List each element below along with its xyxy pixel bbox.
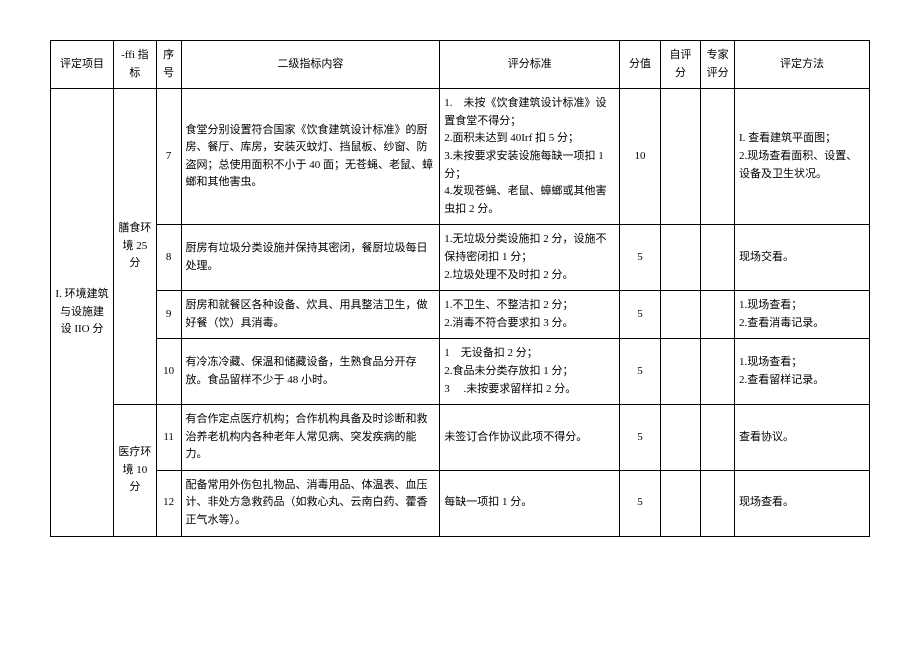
fangfa-cell: 现场查看。 <box>735 470 870 536</box>
neirong-cell: 食堂分别设置符合国家《饮食建筑设计标准》的厨房、餐厅、库房，安装灭蚊灯、挡鼠板、… <box>181 89 440 225</box>
th-fangfa: 评定方法 <box>735 41 870 89</box>
th-fenzhi: 分值 <box>620 41 661 89</box>
header-row: 评定项目 -ffi 指标 序号 二级指标内容 评分标准 分值 自评分 专家评分 … <box>51 41 870 89</box>
table-row: I. 环境建筑与设施建设 IIO 分 膳食环境 25 分 7 食堂分别设置符合国… <box>51 89 870 225</box>
th-zhuanjia: 专家评分 <box>701 41 735 89</box>
neirong-cell: 厨房有垃圾分类设施并保持其密闭，餐厨垃圾每日处理。 <box>181 225 440 291</box>
fenzhi-cell: 5 <box>620 339 661 405</box>
xuhao-cell: 11 <box>156 405 181 471</box>
zhuanjia-cell <box>701 339 735 405</box>
xuhao-cell: 12 <box>156 470 181 536</box>
fenzhi-cell: 5 <box>620 405 661 471</box>
fenzhi-cell: 5 <box>620 470 661 536</box>
xuhao-cell: 10 <box>156 339 181 405</box>
zhuanjia-cell <box>701 291 735 339</box>
neirong-cell: 厨房和就餐区各种设备、炊具、用具整洁卫生，做好餐（饮）具消毒。 <box>181 291 440 339</box>
fangfa-cell: 查看协议。 <box>735 405 870 471</box>
neirong-cell: 有冷冻冷藏、保温和储藏设备，生熟食品分开存放。食品留样不少于 48 小时。 <box>181 339 440 405</box>
biaozhun-cell: 每缺一项扣 1 分。 <box>440 470 620 536</box>
ziping-cell <box>660 89 701 225</box>
th-neirong: 二级指标内容 <box>181 41 440 89</box>
fenzhi-cell: 5 <box>620 225 661 291</box>
th-zhibiao: -ffi 指标 <box>114 41 157 89</box>
table-row: 10 有冷冻冷藏、保温和储藏设备，生熟食品分开存放。食品留样不少于 48 小时。… <box>51 339 870 405</box>
zhuanjia-cell <box>701 89 735 225</box>
biaozhun-cell: 1.无垃圾分类设施扣 2 分，设施不保持密闭扣 1 分；2.垃圾处理不及时扣 2… <box>440 225 620 291</box>
ziping-cell <box>660 291 701 339</box>
th-biaozhun: 评分标准 <box>440 41 620 89</box>
evaluation-table: 评定项目 -ffi 指标 序号 二级指标内容 评分标准 分值 自评分 专家评分 … <box>50 40 870 537</box>
xuhao-cell: 8 <box>156 225 181 291</box>
zhuanjia-cell <box>701 405 735 471</box>
subcategory-cell: 医疗环境 10 分 <box>114 405 157 537</box>
biaozhun-cell: 1 无设备扣 2 分；2.食品未分类存放扣 1 分；3 .未按要求留样扣 2 分… <box>440 339 620 405</box>
zhuanjia-cell <box>701 470 735 536</box>
fangfa-cell: 1.现场查看；2.查看消毒记录。 <box>735 291 870 339</box>
subcategory-cell: 膳食环境 25 分 <box>114 89 157 405</box>
th-pingding: 评定项目 <box>51 41 114 89</box>
table-row: 医疗环境 10 分 11 有合作定点医疗机构；合作机构具备及时诊断和救治养老机构… <box>51 405 870 471</box>
neirong-cell: 有合作定点医疗机构；合作机构具备及时诊断和救治养老机构内各种老年人常见病、突发疾… <box>181 405 440 471</box>
neirong-cell: 配备常用外伤包扎物品、消毒用品、体温表、血压计、非处方急救药品（如救心丸、云南白… <box>181 470 440 536</box>
fangfa-cell: 现场交看。 <box>735 225 870 291</box>
biaozhun-cell: 1. 未按《饮食建筑设计标准》设置食堂不得分；2.面积未达到 40Irf 扣 5… <box>440 89 620 225</box>
ziping-cell <box>660 405 701 471</box>
biaozhun-cell: 未签订合作协议此项不得分。 <box>440 405 620 471</box>
ziping-cell <box>660 339 701 405</box>
table-row: 9 厨房和就餐区各种设备、炊具、用具整洁卫生，做好餐（饮）具消毒。 1.不卫生、… <box>51 291 870 339</box>
th-ziping: 自评分 <box>660 41 701 89</box>
table-row: 12 配备常用外伤包扎物品、消毒用品、体温表、血压计、非处方急救药品（如救心丸、… <box>51 470 870 536</box>
fenzhi-cell: 5 <box>620 291 661 339</box>
fenzhi-cell: 10 <box>620 89 661 225</box>
ziping-cell <box>660 470 701 536</box>
category-cell: I. 环境建筑与设施建设 IIO 分 <box>51 89 114 536</box>
xuhao-cell: 7 <box>156 89 181 225</box>
zhuanjia-cell <box>701 225 735 291</box>
fangfa-cell: 1.现场查看；2.查看留样记录。 <box>735 339 870 405</box>
xuhao-cell: 9 <box>156 291 181 339</box>
ziping-cell <box>660 225 701 291</box>
table-row: 8 厨房有垃圾分类设施并保持其密闭，餐厨垃圾每日处理。 1.无垃圾分类设施扣 2… <box>51 225 870 291</box>
fangfa-cell: I. 查看建筑平面图；2.现场查看面积、设置、设备及卫生状况。 <box>735 89 870 225</box>
biaozhun-cell: 1.不卫生、不整洁扣 2 分；2.消毒不符合要求扣 3 分。 <box>440 291 620 339</box>
th-xuhao: 序号 <box>156 41 181 89</box>
